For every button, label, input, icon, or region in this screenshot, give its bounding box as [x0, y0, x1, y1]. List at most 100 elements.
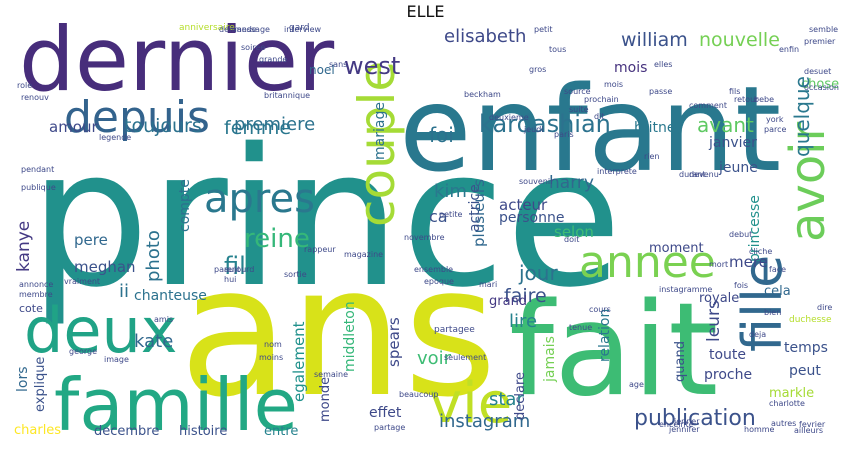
- word-amis: amis: [154, 315, 173, 324]
- word-egalement: egalement: [290, 321, 308, 402]
- word-semaine: semaine: [314, 370, 348, 379]
- word-kate: kate: [134, 331, 173, 352]
- word-ailleurs: ailleurs: [794, 426, 823, 435]
- word-magazine: magazine: [344, 250, 383, 259]
- word-mere: mere: [729, 253, 768, 271]
- word-membre: membre: [19, 290, 53, 299]
- word-kardashian: kardashian: [479, 110, 611, 138]
- word-interprete: interprete: [597, 167, 637, 176]
- word-famille: famille: [54, 363, 298, 442]
- word-prince: prince: [29, 108, 622, 329]
- word-rien: rien: [644, 152, 660, 161]
- word-relation: relation: [597, 309, 613, 362]
- word-pere: pere: [74, 231, 108, 249]
- word-vraiment: vraiment: [64, 277, 100, 286]
- word-source: source: [564, 87, 591, 96]
- word-george: george: [69, 347, 97, 356]
- word-passe: passe: [649, 87, 672, 96]
- word-markle: markle: [769, 386, 814, 401]
- word-anniversaire: anniversaire: [179, 23, 235, 33]
- word-bien: bien: [764, 308, 781, 317]
- word-fille: fille: [731, 255, 794, 352]
- word-leurs: leurs: [704, 300, 724, 342]
- word-histoire: histoire: [179, 424, 227, 439]
- word-jenner: jenner: [673, 417, 700, 426]
- word-autres: autres: [771, 419, 796, 428]
- word-renouv: renouv: [21, 93, 49, 102]
- word-mois: mois: [614, 60, 647, 76]
- word-devenu: devenu: [689, 170, 719, 179]
- word-middleton: middleton: [342, 301, 358, 372]
- word-amour: amour: [49, 118, 98, 136]
- word-doit: doit: [564, 235, 579, 244]
- word-york: york: [766, 115, 784, 124]
- word-quelque: quelque: [790, 76, 814, 157]
- word-gros: gros: [529, 65, 546, 74]
- word-proche: proche: [704, 367, 752, 383]
- word-ans: ans: [179, 228, 497, 437]
- word-william: william: [621, 29, 688, 51]
- word-toujours: toujours: [124, 115, 202, 137]
- word-toute: toute: [709, 347, 746, 363]
- word-partagee: partagee: [434, 325, 475, 335]
- word-cliche: cliche: [749, 247, 772, 256]
- word-grande: grande: [259, 55, 287, 64]
- word-paris: paris: [554, 130, 574, 139]
- word-mari: mari: [479, 280, 497, 289]
- word-compte: compte: [177, 179, 193, 232]
- word-depuis: depuis: [64, 92, 210, 143]
- word-prochain: prochain: [584, 95, 619, 104]
- word-beckham: beckham: [464, 90, 501, 99]
- word-partage: partage: [374, 423, 405, 432]
- word-dit: dit: [594, 112, 604, 121]
- word-petit: petit: [534, 25, 553, 34]
- word-noel: noel: [309, 63, 335, 77]
- word-interview: interview: [284, 25, 322, 34]
- word-nom: nom: [264, 340, 282, 349]
- word-femme: femme: [224, 117, 291, 139]
- word-foi: foi: [429, 123, 454, 147]
- word-comment: comment: [689, 101, 727, 110]
- word-beaucoup: beaucoup: [399, 390, 438, 399]
- word-fils: fils: [729, 87, 740, 96]
- word-lire: lire: [509, 311, 537, 332]
- word-cela: cela: [764, 284, 791, 299]
- word-explique: explique: [33, 357, 48, 412]
- word-demande: demande: [219, 25, 257, 34]
- word-occasion: occasion: [804, 83, 839, 92]
- word-star: star: [489, 389, 524, 410]
- word-fil: fil: [224, 252, 246, 280]
- word-image: image: [104, 355, 129, 364]
- word-acteur: acteur: [499, 196, 548, 214]
- word-petite: petite: [439, 210, 462, 219]
- word-legende: legende: [99, 133, 131, 142]
- word-jennifer: jennifer: [668, 425, 700, 434]
- word-kim: kim: [434, 181, 467, 202]
- word-jamais: jamais: [542, 336, 558, 383]
- word-premiere: premiere: [234, 114, 315, 135]
- word-annonce: annonce: [19, 280, 53, 289]
- word-mois: mois: [604, 80, 623, 89]
- word-seulement: seulement: [444, 353, 486, 362]
- word-soiree: soiree: [241, 43, 265, 52]
- word-retour: retour: [734, 95, 759, 104]
- word-elles: elles: [654, 60, 672, 69]
- word-gard: gard: [289, 23, 309, 33]
- word-temps: temps: [784, 340, 828, 356]
- word-faire: faire: [504, 285, 547, 307]
- word-effet: effet: [369, 405, 402, 421]
- word-instagram: instagram: [439, 411, 530, 432]
- word-cote: cote: [19, 302, 43, 315]
- word-semble: semble: [809, 25, 838, 34]
- word-ii: ii: [119, 281, 129, 302]
- word-elisabeth: elisabeth: [444, 26, 526, 47]
- cloud-title: ELLE: [406, 2, 445, 21]
- word-charles: charles: [14, 423, 61, 438]
- word-novembre: novembre: [404, 233, 445, 242]
- word-instagramme: instagramme: [659, 285, 712, 294]
- word-enfant: enfant: [399, 60, 781, 198]
- word-mort: mort: [709, 260, 728, 269]
- word-deja: deja: [749, 330, 766, 339]
- word-couple: couple: [348, 61, 406, 227]
